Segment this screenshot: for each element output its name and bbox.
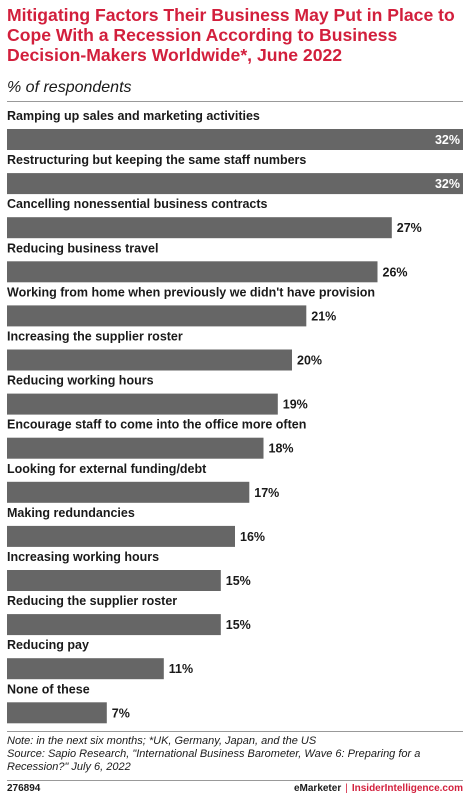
footer: 276894 eMarketer | InsiderIntelligence.com xyxy=(7,782,463,796)
value-label: 21% xyxy=(311,309,336,323)
category-label: Reducing business travel xyxy=(7,241,158,255)
brand: eMarketer | InsiderIntelligence.com xyxy=(294,782,463,796)
category-label: Reducing the supplier roster xyxy=(7,594,177,608)
source-text-line1: Source: Sapio Research, "International B… xyxy=(7,748,421,760)
category-label: Increasing working hours xyxy=(7,550,159,564)
bar xyxy=(7,217,392,239)
bar xyxy=(7,305,307,327)
chart-id: 276894 xyxy=(7,783,41,794)
category-label: Looking for external funding/debt xyxy=(7,462,207,476)
category-label: Reducing working hours xyxy=(7,374,154,388)
bar xyxy=(7,349,292,371)
category-label: Increasing the supplier roster xyxy=(7,330,183,344)
value-label: 19% xyxy=(283,398,308,412)
bar xyxy=(7,129,463,150)
bar xyxy=(7,437,264,459)
bar xyxy=(7,481,250,503)
chart-notes: Note: in the next six months; *UK, Germa… xyxy=(7,735,463,774)
value-label: 32% xyxy=(435,133,460,147)
brand-separator: | xyxy=(345,783,348,794)
value-label: 26% xyxy=(383,265,408,279)
value-label: 15% xyxy=(226,574,251,588)
brand-emarketer: eMarketer xyxy=(293,783,342,794)
value-label: 11% xyxy=(169,662,193,676)
value-label: 16% xyxy=(240,530,265,544)
category-label: Working from home when previously we did… xyxy=(7,285,375,299)
footer-divider xyxy=(7,780,463,781)
top-divider xyxy=(7,101,463,102)
value-label: 32% xyxy=(435,177,460,191)
value-label: 18% xyxy=(269,442,294,456)
bar xyxy=(7,614,221,636)
category-label: Cancelling nonessential business contrac… xyxy=(7,197,268,211)
category-label: Making redundancies xyxy=(7,506,135,520)
chart-subtitle: % of respondents xyxy=(7,79,132,96)
source-text-line2: Recession?" July 6, 2022 xyxy=(7,761,131,773)
value-label: 27% xyxy=(397,221,422,235)
category-label: Ramping up sales and marketing activitie… xyxy=(7,109,260,123)
note-text: Note: in the next six months; *UK, Germa… xyxy=(7,735,317,747)
category-label: Encourage staff to come into the office … xyxy=(7,418,306,432)
brand-insiderintelligence: InsiderIntelligence.com xyxy=(351,783,463,794)
value-label: 17% xyxy=(254,486,279,500)
category-label: None of these xyxy=(7,682,90,696)
bottom-divider xyxy=(7,731,463,732)
bar xyxy=(7,261,378,283)
bar xyxy=(7,173,463,195)
bar xyxy=(7,658,164,680)
bar xyxy=(7,702,107,724)
value-label: 7% xyxy=(112,706,130,720)
value-label: 15% xyxy=(226,618,251,632)
bar xyxy=(7,570,221,591)
chart-title: Mitigating Factors Their Business May Pu… xyxy=(7,5,455,65)
bar xyxy=(7,525,235,547)
bar xyxy=(7,393,278,415)
category-label: Restructuring but keeping the same staff… xyxy=(7,153,306,167)
value-label: 20% xyxy=(297,354,322,368)
category-label: Reducing pay xyxy=(7,638,89,652)
